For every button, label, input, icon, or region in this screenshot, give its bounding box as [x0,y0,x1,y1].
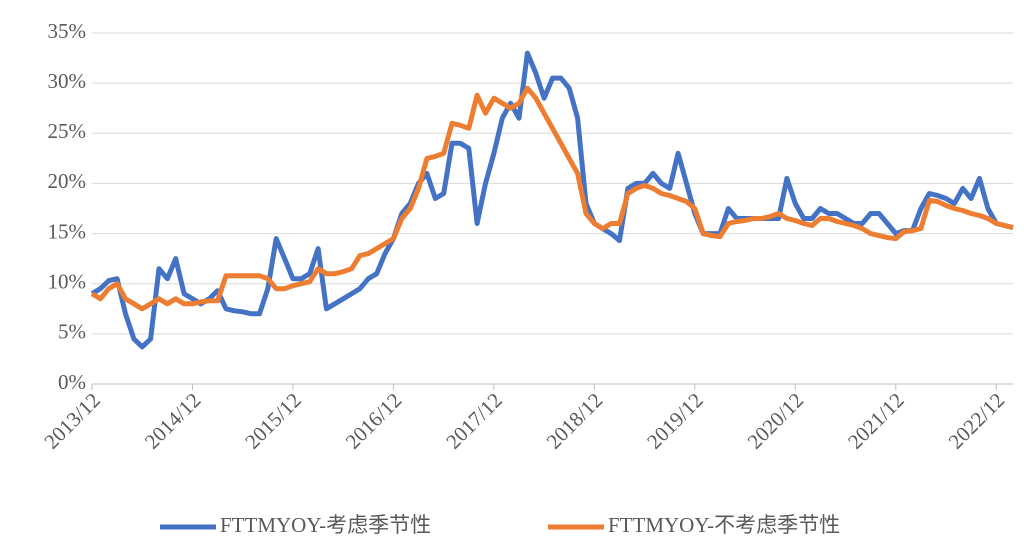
y-tick-label: 0% [58,370,86,394]
y-tick-label: 15% [48,219,87,243]
legend-label: FTTMYOY-考虑季节性 [220,513,431,537]
y-tick-label: 10% [48,270,87,294]
x-tick-label: 2016/12 [341,388,407,454]
series-line [90,50,1014,350]
y-tick-label: 30% [48,69,87,93]
x-tick-label: 2014/12 [140,388,206,454]
x-tick-label: 2019/12 [642,388,708,454]
x-tick-label: 2018/12 [542,388,608,454]
y-tick-label: 25% [48,119,87,143]
x-tick-label: 2017/12 [441,388,507,454]
x-tick-label: 2013/12 [39,388,105,454]
y-tick-label: 35% [48,19,87,43]
y-tick-label: 5% [58,320,86,344]
x-tick-label: 2020/12 [743,388,809,454]
series-line [90,85,1014,312]
x-tick-label: 2021/12 [843,388,909,454]
x-tick-label: 2022/12 [944,388,1010,454]
legend-label: FTTMYOY-不考虑季节性 [608,513,840,537]
x-tick-label: 2015/12 [240,388,306,454]
y-tick-label: 20% [48,169,87,193]
